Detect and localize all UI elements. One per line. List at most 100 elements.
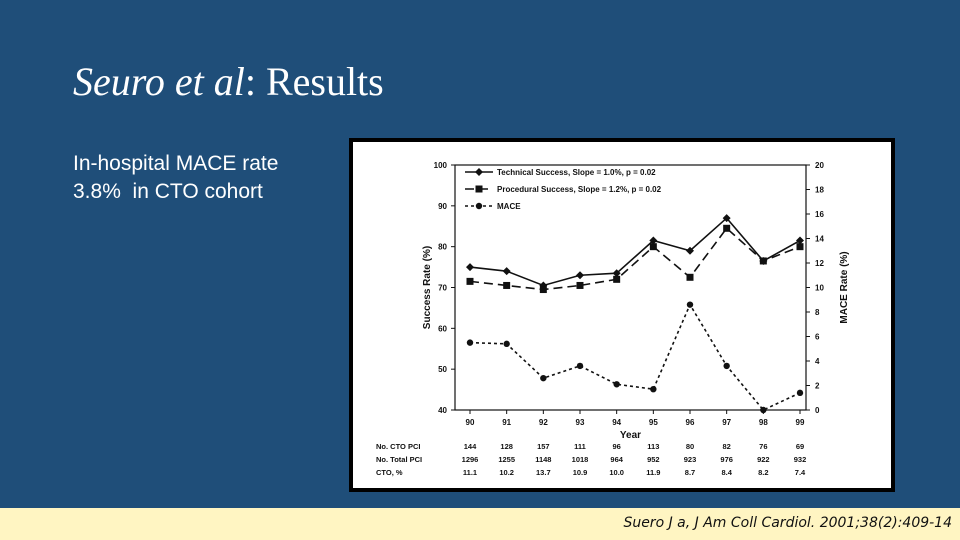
table-cell: 80: [686, 442, 694, 451]
square-marker: [613, 275, 621, 283]
square-marker: [466, 277, 474, 285]
x-axis-title: Year: [620, 430, 641, 441]
table-row-label: No. Total PCI: [376, 455, 422, 464]
circle-marker: [650, 385, 657, 393]
table-row-label: No. CTO PCI: [376, 442, 420, 451]
table-cell: 96: [612, 442, 620, 451]
diamond-marker: [576, 271, 584, 280]
circle-marker: [686, 301, 694, 308]
x-tick-label: 93: [576, 418, 585, 427]
table-cell: 964: [610, 455, 623, 464]
table-cell: 76: [759, 442, 767, 451]
circle-marker: [760, 406, 767, 414]
title-results: : Results: [244, 59, 384, 104]
table-cell: 1018: [572, 455, 589, 464]
circle-marker: [503, 340, 510, 348]
table-cell: 144: [464, 442, 477, 451]
circle-marker: [540, 374, 547, 382]
table-cell: 923: [684, 455, 697, 464]
table-cell: 10.9: [573, 468, 588, 477]
table-cell: 13.7: [536, 468, 551, 477]
circle-marker: [723, 362, 730, 370]
x-tick-label: 94: [612, 418, 621, 427]
circle-marker: [466, 339, 474, 346]
square-marker: [649, 243, 657, 251]
footer-bar: [0, 508, 960, 540]
square-marker: [475, 185, 483, 193]
diamond-marker: [796, 236, 804, 245]
bullet-text: In-hospital MACE rate 3.8% in CTO cohort: [73, 150, 278, 206]
series-line-0: [469, 216, 801, 287]
table-cell: 10.2: [499, 468, 514, 477]
table-cell: 1148: [535, 455, 551, 464]
table-cell: 10.0: [609, 468, 624, 477]
y2-tick-label: 18: [815, 186, 824, 195]
y2-tick-label: 6: [815, 333, 820, 342]
square-marker: [759, 257, 767, 265]
y2-tick-label: 8: [815, 308, 820, 317]
table-cell: 128: [500, 442, 513, 451]
table-cell: 8.7: [685, 468, 695, 477]
y2-tick-label: 2: [815, 382, 820, 391]
table-cell: 976: [720, 455, 733, 464]
table-cell: 1296: [462, 455, 479, 464]
y2-tick-label: 16: [815, 210, 824, 219]
table-cell: 69: [796, 442, 804, 451]
y2-axis-title: MACE Rate (%): [839, 251, 850, 323]
legend-entry: Procedural Success, Slope = 1.2%, p = 0.…: [497, 185, 662, 194]
x-tick-label: 90: [466, 418, 475, 427]
circle-marker: [796, 389, 804, 397]
table-cell: 113: [647, 442, 659, 451]
figure-panel: [353, 142, 891, 488]
square-marker: [686, 273, 694, 281]
y-tick-label: 70: [438, 284, 447, 293]
table-cell: 157: [537, 442, 550, 451]
success-mace-chart: 40 50 60 70 80 90 100 0 2 4 6 8 10 12 14 16 18 20 90 91 92 93…: [376, 161, 850, 477]
diamond-marker: [649, 236, 658, 245]
y2-tick-label: 0: [815, 406, 820, 415]
table-cell: 932: [794, 455, 807, 464]
square-marker: [576, 281, 584, 289]
y-tick-label: 80: [438, 243, 447, 252]
diamond-marker: [475, 168, 483, 176]
y-tick-label: 60: [438, 324, 447, 333]
legend-entry: MACE: [497, 202, 521, 211]
table-cell: 1255: [498, 455, 515, 464]
diamond-marker: [722, 214, 731, 223]
table-cell: 922: [757, 455, 770, 464]
x-tick-label: 98: [759, 418, 768, 427]
square-marker: [539, 286, 547, 294]
circle-marker: [613, 381, 620, 388]
table-cell: 8.4: [721, 468, 732, 477]
y-axis-title: Success Rate (%): [422, 246, 433, 329]
y2-tick-label: 10: [815, 284, 824, 293]
table-row-label: CTO, %: [376, 468, 403, 477]
y-tick-label: 90: [438, 202, 447, 211]
x-tick-label: 97: [722, 418, 731, 427]
table-cell: 8.2: [758, 468, 768, 477]
diamond-marker: [502, 267, 511, 276]
square-marker: [796, 243, 804, 251]
x-tick-label: 91: [502, 418, 511, 427]
x-tick-label: 96: [686, 418, 695, 427]
x-tick-label: 99: [796, 418, 805, 427]
square-marker: [723, 224, 731, 232]
x-tick-label: 92: [539, 418, 548, 427]
title-authors: Seuro et al: [73, 59, 245, 104]
diamond-marker: [612, 269, 621, 278]
diamond-marker: [466, 263, 474, 272]
table-cell: 111: [574, 442, 586, 451]
y2-tick-label: 20: [815, 161, 824, 170]
circle-marker: [475, 202, 483, 210]
legend-entry: Technical Success, Slope = 1.0%, p = 0.0…: [497, 168, 656, 177]
y2-tick-label: 4: [815, 357, 820, 366]
y2-tick-label: 14: [815, 235, 824, 244]
y-tick-label: 40: [438, 406, 447, 415]
square-marker: [503, 281, 511, 289]
y2-tick-label: 12: [815, 259, 824, 268]
series-line-1: [469, 227, 801, 291]
y-tick-label: 50: [438, 365, 447, 374]
citation: Suero J a, J Am Coll Cardiol. 2001;38(2)…: [623, 515, 952, 531]
circle-marker: [576, 362, 584, 370]
bullet-line-1: In-hospital MACE rate: [73, 152, 279, 175]
